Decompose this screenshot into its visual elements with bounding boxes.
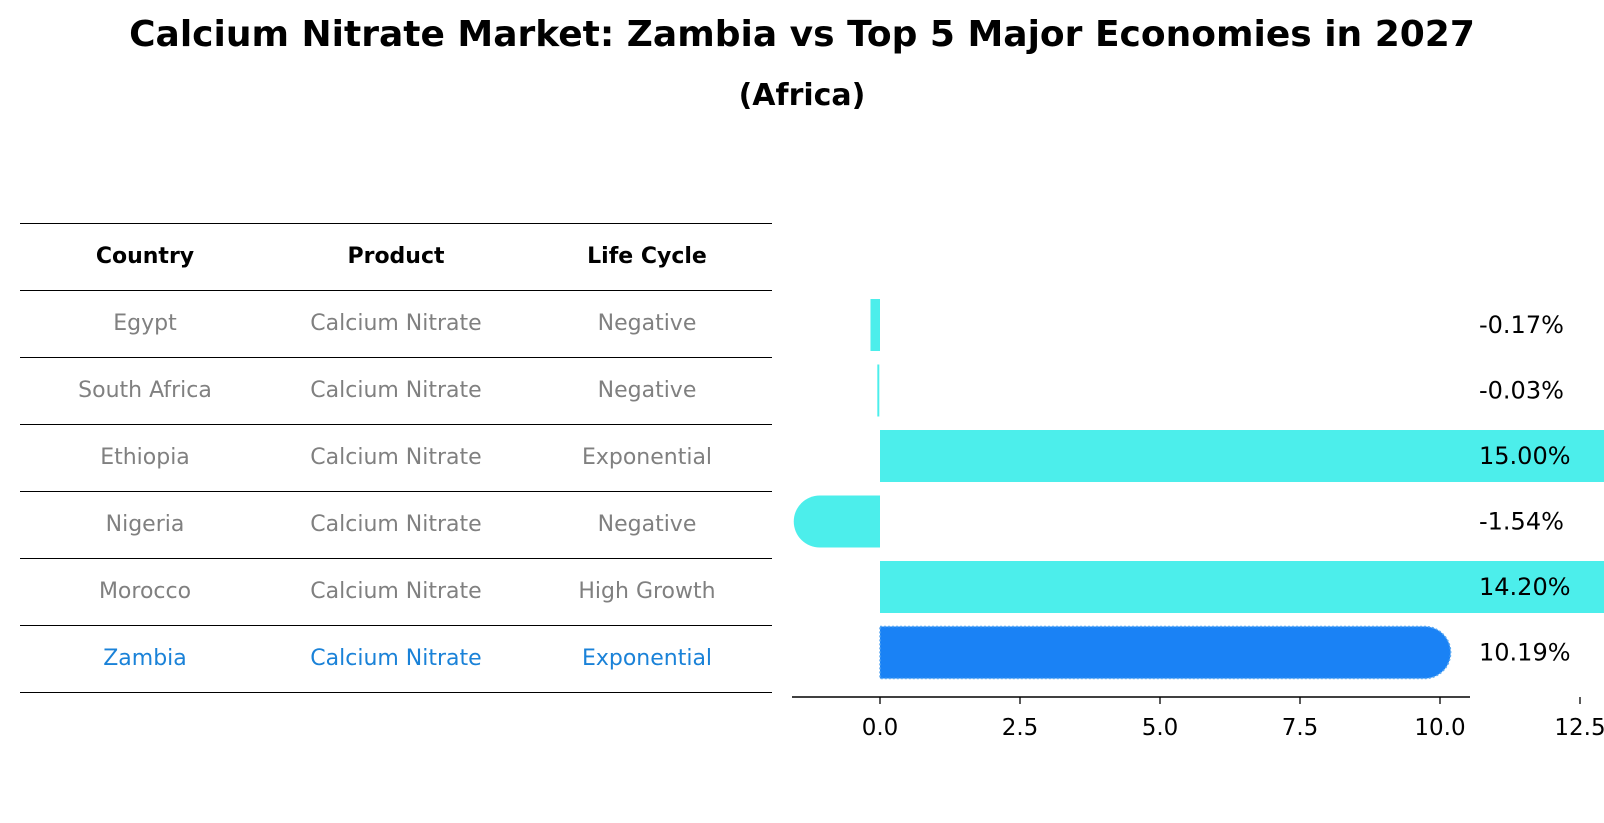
x-tick-label: 5.0 [1142, 715, 1179, 741]
bar-egypt [870, 299, 880, 351]
product-cell: Calcium Nitrate [310, 445, 482, 470]
bar-morocco [880, 561, 1604, 613]
bar-zambia [879, 625, 1452, 680]
x-tick-label: 2.5 [1002, 715, 1039, 741]
table-header-row: Country Product Life Cycle [20, 223, 772, 291]
country-cell: Egypt [113, 311, 177, 336]
table-row: South Africa Calcium Nitrate Negative [20, 358, 772, 425]
value-label: -1.54% [1479, 508, 1564, 536]
value-label: 15.00% [1479, 442, 1571, 470]
table-row: Nigeria Calcium Nitrate Negative [20, 492, 772, 559]
bar-ethiopia [880, 430, 1604, 482]
x-tick-label: 7.5 [1282, 715, 1319, 741]
life-cycle-cell: Exponential [581, 646, 713, 671]
country-cell: Morocco [98, 579, 192, 604]
bar-south-africa [877, 364, 880, 417]
value-label: 10.19% [1479, 639, 1571, 667]
table-row: Ethiopia Calcium Nitrate Exponential [20, 425, 772, 492]
product-cell: Calcium Nitrate [310, 646, 482, 671]
country-cell: Nigeria [105, 512, 185, 537]
country-cell: Zambia [103, 646, 187, 671]
x-tick-label: 12.5 [1554, 715, 1604, 741]
country-cell: South Africa [78, 378, 212, 403]
life-cycle-cell: Negative [597, 378, 697, 403]
header-country: Country [95, 244, 195, 269]
life-cycle-cell: High Growth [578, 579, 716, 604]
table-row-highlight: Zambia Calcium Nitrate Exponential [20, 626, 772, 693]
value-label: -0.03% [1479, 377, 1564, 405]
product-cell: Calcium Nitrate [310, 378, 482, 403]
x-tick-label: 10.0 [1414, 715, 1465, 741]
chart-title: Calcium Nitrate Market: Zambia vs Top 5 … [129, 14, 1475, 55]
product-cell: Calcium Nitrate [310, 579, 482, 604]
table-row: Egypt Calcium Nitrate Negative [20, 291, 772, 358]
bar-nigeria [793, 495, 880, 548]
value-label: -0.17% [1479, 311, 1564, 339]
table-row: Morocco Calcium Nitrate High Growth [20, 559, 772, 626]
life-cycle-cell: Negative [597, 311, 697, 336]
life-cycle-cell: Negative [597, 512, 697, 537]
country-cell: Ethiopia [100, 445, 190, 470]
product-cell: Calcium Nitrate [310, 311, 482, 336]
data-table: Country Product Life Cycle Egypt Calcium… [20, 223, 772, 693]
x-tick-label: 0.0 [862, 715, 899, 741]
product-cell: Calcium Nitrate [310, 512, 482, 537]
header-product: Product [347, 244, 445, 269]
chart-subtitle: (Africa) [738, 78, 866, 113]
life-cycle-cell: Exponential [581, 445, 713, 470]
value-label: 14.20% [1479, 573, 1571, 601]
header-life-cycle: Life Cycle [587, 244, 707, 269]
